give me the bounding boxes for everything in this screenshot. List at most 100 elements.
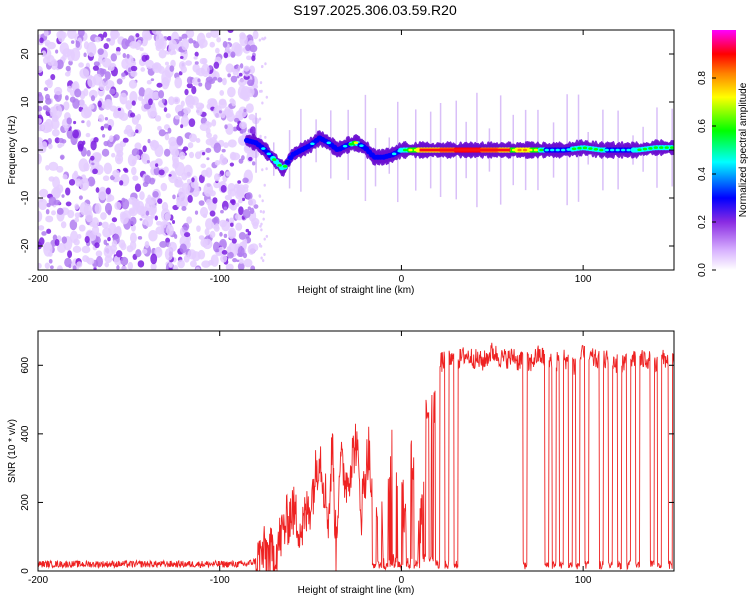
track-peak: [299, 148, 304, 152]
track-strong-core: [419, 148, 511, 152]
noise-speckle: [218, 110, 222, 114]
noise-speckle: [142, 181, 149, 188]
noise-speckle: [137, 235, 143, 240]
noise-speckle: [236, 259, 240, 263]
snr-y-tick-label: 400: [20, 425, 31, 442]
noise-speckle: [45, 93, 50, 101]
noise-speckle: [134, 183, 142, 192]
noise-speckle: [96, 236, 101, 244]
noise-speckle: [209, 230, 216, 239]
noise-speckle: [79, 178, 90, 191]
noise-speckle: [196, 32, 206, 45]
noise-speckle: [260, 228, 263, 232]
noise-speckle: [265, 234, 269, 238]
noise-speckle: [56, 59, 64, 70]
track-peak: [353, 141, 359, 145]
noise-speckle: [145, 210, 150, 216]
track-peak: [593, 147, 599, 151]
noise-speckle: [172, 158, 180, 168]
noise-speckle: [74, 203, 80, 210]
noise-speckle: [195, 138, 201, 143]
noise-speckle: [98, 221, 103, 226]
noise-speckle: [237, 180, 242, 184]
spectrogram-x-tick-label: -200: [28, 274, 48, 285]
noise-speckle: [149, 177, 156, 185]
noise-speckle: [72, 129, 80, 139]
spectrogram-x-tick-label: -100: [210, 274, 230, 285]
noise-speckle: [215, 47, 220, 54]
noise-speckle: [131, 100, 136, 106]
noise-speckle: [242, 252, 248, 259]
noise-speckle: [180, 115, 190, 127]
noise-speckle: [116, 265, 120, 270]
noise-speckle: [179, 56, 184, 60]
noise-speckle: [134, 142, 142, 150]
noise-speckle: [200, 238, 208, 248]
noise-speckle: [76, 261, 83, 268]
noise-speckle: [225, 63, 234, 73]
noise-speckle: [214, 160, 221, 166]
noise-speckle: [78, 62, 84, 68]
noise-speckle: [197, 249, 206, 260]
noise-speckle: [128, 196, 137, 205]
noise-speckle: [178, 71, 183, 76]
noise-speckle: [250, 265, 256, 270]
noise-speckle: [231, 199, 236, 206]
noise-speckle: [149, 110, 158, 118]
noise-speckle: [196, 225, 201, 233]
noise-speckle: [184, 88, 189, 96]
noise-speckle: [163, 107, 168, 113]
noise-speckle: [189, 260, 197, 268]
noise-speckle: [213, 134, 218, 140]
noise-speckle: [232, 126, 238, 132]
noise-speckle: [129, 232, 137, 244]
noise-speckle: [239, 129, 244, 134]
noise-speckle: [141, 54, 148, 62]
noise-speckle: [137, 95, 144, 101]
noise-speckle: [155, 163, 159, 168]
noise-speckle: [155, 44, 162, 52]
track-peak: [653, 146, 659, 149]
noise-speckle: [177, 110, 184, 117]
noise-speckle: [104, 202, 113, 215]
track-peak: [610, 148, 615, 152]
noise-speckle: [39, 188, 49, 198]
noise-speckle: [191, 177, 195, 183]
noise-speckle: [174, 179, 184, 188]
noise-speckle: [79, 202, 89, 216]
track-peak: [588, 147, 593, 150]
spectrogram-x-tick-label: 100: [575, 274, 592, 285]
noise-speckle: [115, 225, 122, 235]
noise-speckle: [73, 120, 77, 125]
noise-speckle: [235, 222, 243, 231]
noise-speckle: [161, 98, 166, 104]
noise-speckle: [68, 179, 76, 186]
noise-speckle: [176, 135, 184, 146]
snr-panel: -200 -100 0 100 0 200 400 600 Height of straigh…: [7, 330, 675, 596]
noise-speckle: [44, 262, 50, 269]
track-peak: [397, 149, 402, 153]
noise-speckle: [168, 262, 173, 268]
noise-speckle: [248, 65, 256, 74]
noise-speckle: [248, 156, 253, 162]
noise-speckle: [259, 81, 263, 85]
noise-speckle: [103, 123, 109, 129]
noise-speckle: [262, 217, 265, 221]
noise-speckle: [151, 30, 162, 35]
noise-speckle: [38, 154, 42, 162]
noise-speckle: [164, 212, 171, 221]
noise-speckle: [201, 58, 208, 65]
noise-speckle: [186, 83, 193, 89]
colorbar-gradient: [712, 30, 736, 270]
noise-speckle: [249, 126, 257, 136]
noise-speckle: [181, 205, 187, 212]
track-peak: [550, 148, 555, 152]
noise-speckle: [241, 240, 248, 249]
noise-speckle: [110, 53, 118, 62]
noise-speckle: [104, 71, 111, 80]
noise-speckle: [56, 165, 64, 173]
noise-speckle: [135, 154, 141, 161]
noise-speckle: [183, 232, 191, 238]
snr-x-tick-label: -100: [210, 575, 230, 586]
noise-speckle: [125, 100, 133, 110]
